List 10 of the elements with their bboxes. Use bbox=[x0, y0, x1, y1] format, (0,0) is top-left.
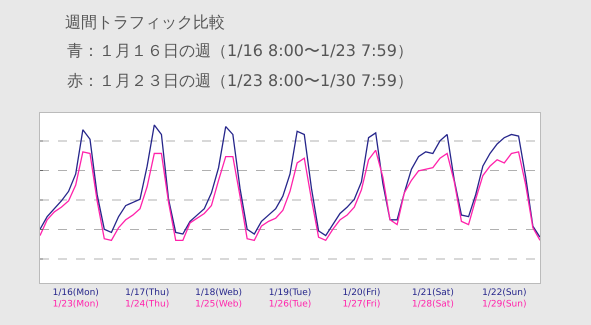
x-tick-label: 1/17(Thu) 1/24(Thu) bbox=[125, 288, 170, 310]
x-tick-label: 1/20(Fri) 1/27(Fri) bbox=[342, 288, 380, 310]
x-tick-label: 1/22(Sun) 1/29(Sun) bbox=[482, 288, 526, 310]
x-tick-label: 1/19(Tue) 1/26(Tue) bbox=[268, 288, 312, 310]
chart-title: 週間トラフィック比較 bbox=[65, 12, 225, 32]
x-tick-label: 1/21(Sat) 1/28(Sat) bbox=[412, 288, 454, 310]
x-tick-label: 1/18(Web) 1/25(Web) bbox=[195, 288, 242, 310]
x-tick-label: 1/16(Mon) 1/23(Mon) bbox=[52, 288, 99, 310]
chart-subtitle: 青：１月１６日の週（1/16 8:00〜1/23 7:59） bbox=[67, 41, 413, 60]
text: 赤：１月２３日の週（1/23 8:00〜1/30 7:59） bbox=[67, 71, 413, 90]
